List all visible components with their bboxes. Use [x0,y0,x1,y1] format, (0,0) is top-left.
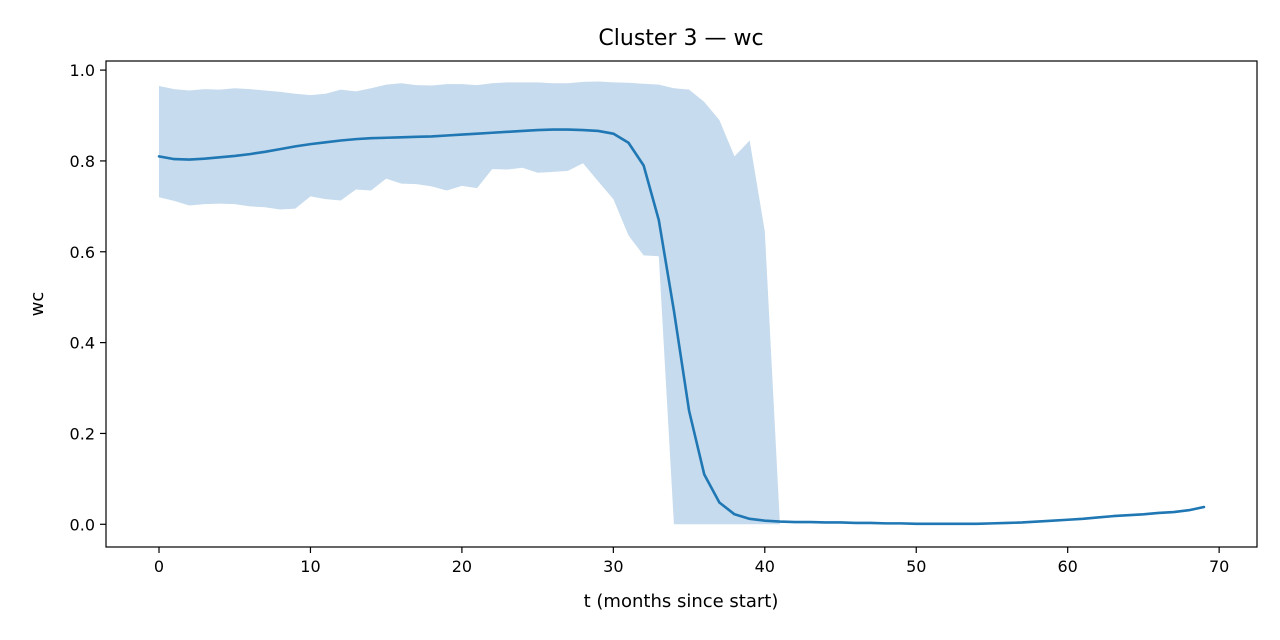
x-tick-label: 60 [1058,557,1078,576]
y-axis-label: wc [27,292,48,317]
y-tick-label: 0.0 [70,515,95,534]
x-tick-label: 30 [603,557,623,576]
confidence-band [159,81,780,525]
x-tick-label: 50 [906,557,926,576]
x-axis: 0 10 20 30 40 50 60 70 [154,547,1229,576]
y-tick-label: 0.4 [70,334,95,353]
plot-frame [105,60,1258,548]
y-tick-label: 1.0 [70,61,95,80]
plot-area [157,81,1206,526]
x-axis-label: t (months since start) [584,591,779,612]
y-axis: 0.0 0.2 0.4 0.6 0.8 1.0 [70,61,106,534]
x-tick-label: 0 [154,557,164,576]
y-tick-label: 0.8 [70,152,95,171]
y-tick-label: 0.6 [70,243,95,262]
x-tick-label: 20 [452,557,472,576]
x-tick-label: 40 [755,557,775,576]
chart-title: Cluster 3 — wc [598,26,763,51]
mean-series-line [157,128,1206,526]
y-tick-label: 0.2 [70,424,95,443]
x-tick-label: 10 [300,557,320,576]
x-tick-label: 70 [1209,557,1229,576]
